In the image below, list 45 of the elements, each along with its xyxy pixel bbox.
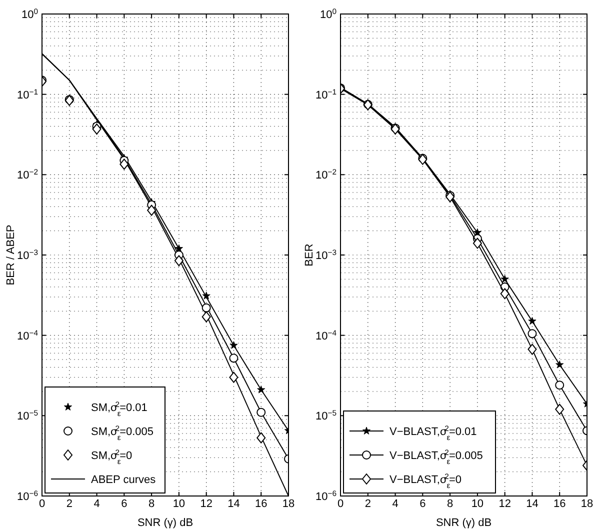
y-tick-label: 10$^{−1}$ xyxy=(315,86,336,102)
y-tick-label: 10$^{−2}$ xyxy=(315,167,336,182)
x-tick-label: 6 xyxy=(420,498,426,510)
x-tick-label: 18 xyxy=(580,498,594,510)
x-tick-label: 4 xyxy=(94,498,100,510)
y-tick-label: 10$^{−6}$ xyxy=(315,488,336,503)
x-tick-label: 14 xyxy=(228,498,240,510)
x-tick-label: 12 xyxy=(498,498,511,510)
x-tick-label: 18 xyxy=(282,498,295,510)
y-tick-label: 10$^{−3}$ xyxy=(315,248,336,262)
legend-label: ABEP curves xyxy=(91,474,156,486)
legend-label: V−BLAST,σ$_{ε}$$^{2}$=0.01 xyxy=(390,424,477,442)
legend-label: SM,σ$_{ε}$$^{2}$=0.005 xyxy=(91,424,154,442)
x-tick-label: 10 xyxy=(172,498,186,510)
x-axis-title: SNR (γ) dB xyxy=(137,517,194,529)
y-axis-title: BER / ABEP xyxy=(5,224,17,286)
y-tick-label: 10$^{−6}$ xyxy=(16,488,38,503)
x-tick-label: 10 xyxy=(471,498,484,510)
x-tick-label: 16 xyxy=(254,498,268,510)
x-tick-label: 14 xyxy=(526,498,538,510)
x-tick-label: 6 xyxy=(121,498,128,510)
x-tick-label: 12 xyxy=(200,498,212,510)
y-axis-title: BER xyxy=(304,244,316,266)
y-tick-label: 10$^{−5}$ xyxy=(16,408,38,423)
legend-label: V−BLAST,σ$_{ε}$$^{2}$=0 xyxy=(390,472,462,490)
x-tick-label: 0 xyxy=(337,498,344,510)
x-tick-label: 2 xyxy=(66,498,72,510)
y-tick-label: 10$^{−1}$ xyxy=(16,86,38,102)
y-tick-label: 10$^{−2}$ xyxy=(16,167,38,182)
x-tick-label: 4 xyxy=(392,498,398,510)
legend-label: V−BLAST,σ$_{ε}$$^{2}$=0.005 xyxy=(390,448,483,466)
y-tick-label: 10$^{−3}$ xyxy=(16,248,38,262)
y-tick-label: 10$^{0}$ xyxy=(21,6,38,21)
y-tick-label: 10$^{−4}$ xyxy=(16,328,39,342)
x-tick-label: 16 xyxy=(553,498,566,510)
x-tick-label: 2 xyxy=(364,498,371,510)
y-tick-label: 10$^{−5}$ xyxy=(315,408,336,423)
x-axis-title: SNR (γ) dB xyxy=(436,517,492,529)
x-tick-label: 0 xyxy=(38,498,46,510)
x-tick-label: 8 xyxy=(446,498,454,510)
legend-label: SM,σ$_{ε}$$^{2}$=0.01 xyxy=(91,400,148,418)
legend-label: SM,σ$_{ε}$$^{2}$=0 xyxy=(91,448,132,466)
y-tick-label: 10$^{−4}$ xyxy=(315,328,338,342)
y-tick-label: 10$^{0}$ xyxy=(320,6,336,21)
x-tick-label: 8 xyxy=(148,498,155,510)
